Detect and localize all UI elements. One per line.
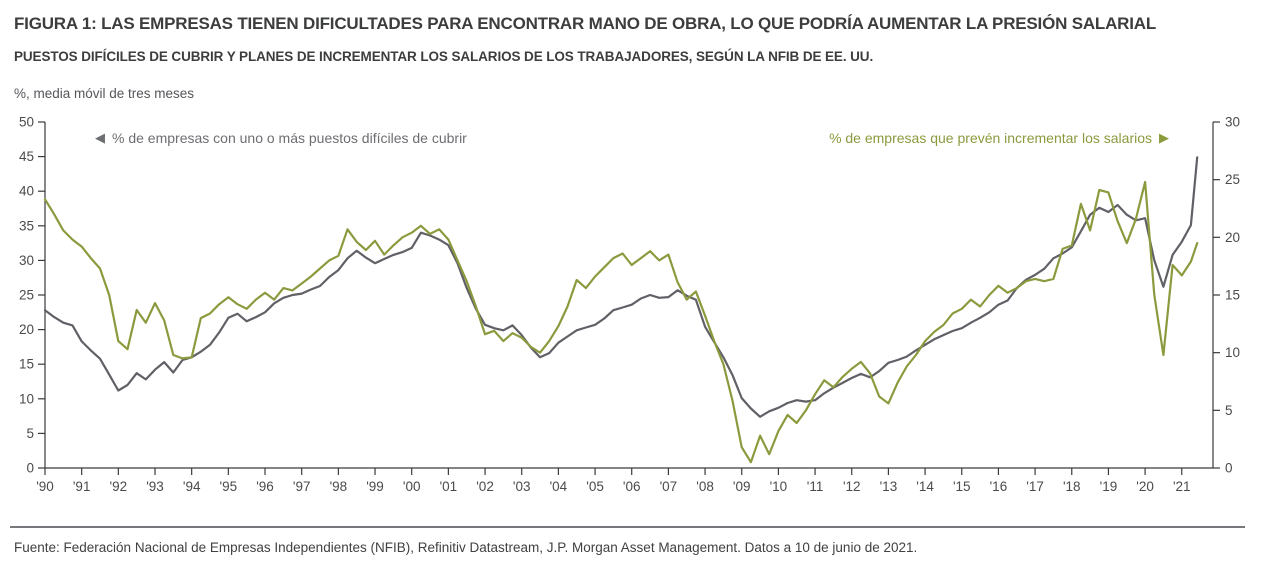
figure-subtitle: PUESTOS DIFÍCILES DE CUBRIR Y PLANES DE …: [14, 49, 874, 64]
x-tick-label: '21: [1173, 479, 1191, 494]
y-left-tick-label: 15: [19, 357, 34, 372]
x-tick-label: '08: [696, 479, 714, 494]
y-left-tick-label: 10: [19, 391, 34, 406]
y-right-tick-label: 0: [1225, 461, 1233, 476]
series-line-hard-to-fill: [43, 156, 1199, 418]
x-tick-label: '13: [880, 479, 898, 494]
x-tick-label: '94: [183, 479, 201, 494]
x-tick-label: '93: [146, 479, 164, 494]
x-tick-label: '96: [256, 479, 274, 494]
x-tick-label: '91: [73, 479, 91, 494]
legend-raise-wages-label: % de empresas que prevén incrementar los…: [829, 130, 1152, 146]
y-left-tick-label: 5: [26, 426, 34, 441]
y-left-tick-label: 45: [19, 149, 34, 164]
y-right-tick-label: 20: [1225, 230, 1240, 245]
x-tick-label: '95: [220, 479, 238, 494]
y-left-tick-label: 30: [19, 253, 34, 268]
x-tick-label: '03: [513, 479, 531, 494]
legend-hard-to-fill: ◀ % de empresas con uno o más puestos dif…: [95, 130, 467, 147]
x-tick-label: '99: [366, 479, 384, 494]
y-left-tick-label: 25: [19, 288, 34, 303]
x-tick-label: '16: [990, 479, 1008, 494]
x-tick-label: '05: [586, 479, 604, 494]
x-tick-label: '12: [843, 479, 861, 494]
y-left-tick-label: 40: [19, 184, 34, 199]
x-tick-label: '18: [1063, 479, 1081, 494]
y-right-tick-label: 25: [1225, 172, 1240, 187]
x-tick-label: '04: [550, 479, 568, 494]
source-note: Fuente: Federación Nacional de Empresas …: [14, 540, 918, 555]
x-tick-label: '01: [440, 479, 458, 494]
x-tick-label: '17: [1026, 479, 1044, 494]
x-tick-label: '02: [476, 479, 494, 494]
x-tick-label: '92: [110, 479, 128, 494]
x-tick-label: '20: [1136, 479, 1154, 494]
y-right-tick-label: 10: [1225, 345, 1240, 360]
figure-title: FIGURA 1: LAS EMPRESAS TIENEN DIFICULTAD…: [14, 14, 1157, 33]
x-tick-label: '00: [403, 479, 421, 494]
x-tick-label: '09: [733, 479, 751, 494]
x-tick-label: '06: [623, 479, 641, 494]
x-tick-label: '10: [770, 479, 788, 494]
x-tick-label: '98: [330, 479, 348, 494]
axis-unit-note: %, media móvil de tres meses: [14, 86, 195, 101]
left-arrow-icon: ◀: [95, 130, 105, 145]
y-left-tick-label: 20: [19, 322, 34, 337]
series-line-raise-wages: [43, 180, 1199, 464]
x-tick-label: '11: [807, 479, 824, 494]
x-tick-label: '97: [293, 479, 311, 494]
y-right-tick-label: 15: [1225, 288, 1240, 303]
x-tick-label: '15: [953, 479, 971, 494]
y-left-tick-label: 50: [19, 115, 34, 130]
legend-raise-wages: % de empresas que prevén incrementar los…: [829, 130, 1169, 147]
legend-hard-to-fill-label: % de empresas con uno o más puestos difí…: [112, 130, 467, 146]
x-tick-label: '90: [36, 479, 54, 494]
y-right-tick-label: 30: [1225, 115, 1240, 130]
axes-frame: [44, 122, 1214, 469]
y-left-tick-label: 0: [26, 461, 34, 476]
x-tick-label: '14: [916, 479, 934, 494]
footer-divider: [10, 526, 1245, 528]
y-right-tick-label: 5: [1225, 403, 1233, 418]
x-tick-label: '19: [1100, 479, 1118, 494]
x-tick-label: '07: [660, 479, 678, 494]
right-arrow-icon: ▶: [1159, 130, 1169, 145]
y-left-tick-label: 35: [19, 218, 34, 233]
